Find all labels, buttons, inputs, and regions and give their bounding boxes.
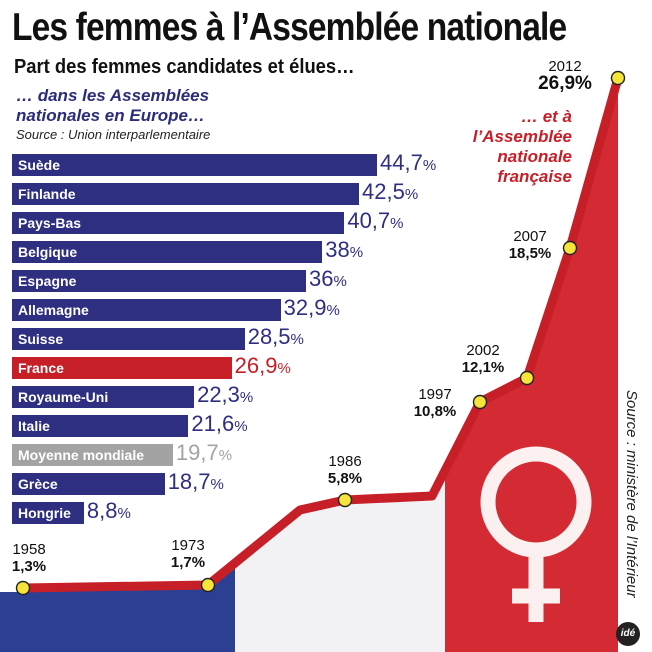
bar-allemagne: Allemagne [12,299,281,321]
year-value: 12,1% [461,359,505,376]
bar-moyenne-mondiale: Moyenne mondiale [12,444,173,466]
bar-value: 44,7% [380,150,437,175]
bar-value: 36% [308,266,347,291]
year-label-1997: 1997 10,8% [400,386,470,420]
bar-value: 40,7% [347,208,404,233]
year-value: 26,9% [538,73,592,94]
bar-value: 22,3% [197,382,254,407]
bar-value: 18,7% [167,469,224,494]
bar-label: Pays-Bas [18,215,82,231]
bar-label: Royaume-Uni [18,389,109,405]
bar-su-de: Suède [12,154,377,176]
bar-espagne: Espagne [12,270,306,292]
trend-line [22,76,623,593]
point-2002 [519,370,535,386]
year-text: 1958 [12,541,46,558]
bar-label: Suède [18,157,61,173]
year-value: 18,5% [508,245,552,262]
chart-title: Les femmes à l’Assemblée nationale [12,6,567,49]
year-label-2007: 2007 18,5% [495,228,565,262]
bar-label: Espagne [18,273,77,289]
bar-finlande: Finlande [12,183,360,205]
chart-subtitle: Part des femmes candidates et élues… [14,56,355,78]
bar-france: France [12,357,232,379]
point-1958 [15,580,31,596]
year-label-1973: 1973 1,7% [153,537,223,571]
point-1973 [200,577,216,593]
year-value: 1,3% [11,558,47,575]
bar-value: 19,7% [175,440,233,465]
source-right: Source : ministère de l’Intérieur [623,390,640,598]
bar-gr-ce: Grèce [12,473,165,495]
europe-heading: … dans les Assemblées nationales en Euro… [16,86,210,125]
bar-value: 21,6% [191,411,248,436]
bar-royaume-uni: Royaume-Uni [12,386,195,408]
year-label-1986: 1986 5,8% [310,453,380,487]
bar-label: Finlande [18,186,76,202]
france-heading: … et à l’Assemblée nationale française [472,107,572,186]
year-text: 1973 [171,537,205,554]
bar-value: 32,9% [283,295,340,320]
bar-value: 8,8% [86,498,131,523]
logo-ide: idé [616,622,640,646]
bar-suisse: Suisse [12,328,245,350]
bar-value: 38% [325,237,364,262]
bar-label: France [18,360,64,376]
bar-value: 42,5% [362,179,419,204]
bar-label: Belgique [18,244,78,260]
year-value: 10,8% [413,403,457,420]
bar-label: Hongrie [18,505,71,521]
year-text: 2007 [513,228,547,245]
bar-italie: Italie [12,415,189,437]
bar-hongrie: Hongrie [12,502,84,524]
bar-belgique: Belgique [12,241,323,263]
year-text: 1997 [418,386,452,403]
bar-pays-bas: Pays-Bas [12,212,345,234]
source-left: Source : Union interparlementaire [16,127,211,142]
year-text: 2012 [548,58,582,75]
bar-label: Moyenne mondiale [18,447,145,463]
bar-label: Grèce [18,476,58,492]
year-value: 5,8% [327,470,363,487]
point-1997 [472,394,488,410]
point-2007 [562,240,578,256]
year-label-2012: 2012 26,9% [530,58,600,93]
trend-points [15,70,626,596]
year-value: 1,7% [170,554,206,571]
year-label-2002: 2002 12,1% [448,342,518,376]
bar-value: 26,9% [234,353,291,378]
venus-symbol-icon [480,446,592,622]
year-text: 2002 [466,342,500,359]
point-1986 [337,492,353,508]
year-label-1958: 1958 1,3% [0,541,64,575]
bar-label: Italie [18,418,50,434]
year-text: 1986 [328,453,362,470]
bar-value: 28,5% [247,324,304,349]
bar-label: Suisse [18,331,64,347]
bar-label: Allemagne [18,302,89,318]
point-2012 [610,70,626,86]
